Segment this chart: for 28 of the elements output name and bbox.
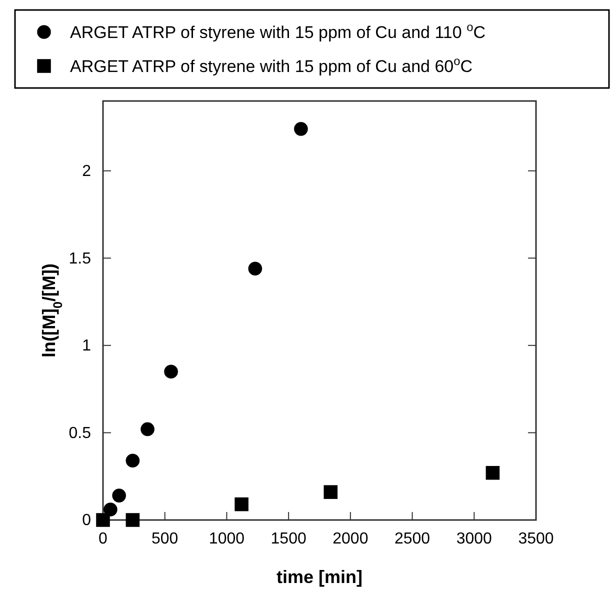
x-tick-label: 1000 <box>208 530 245 548</box>
y-tick-label: 1 <box>82 338 92 355</box>
x-tick-label: 3000 <box>456 530 492 548</box>
point <box>126 454 140 468</box>
y-tick-label: 1.5 <box>68 250 92 268</box>
x-tick-label: 1500 <box>270 530 306 548</box>
point <box>112 488 126 502</box>
legend-label: ARGET ATRP of styrene with 15 ppm of Cu and 110 $^{o}$C <box>70 20 486 42</box>
point <box>140 422 154 436</box>
point <box>104 502 118 516</box>
y-tick-label: 0.5 <box>68 424 92 442</box>
x-tick-label: 3500 <box>518 530 554 548</box>
point <box>486 466 500 480</box>
point <box>96 513 110 527</box>
x-tick-label: 2000 <box>332 530 368 548</box>
point <box>164 364 178 378</box>
point <box>294 122 308 136</box>
legend-label: ARGET ATRP of styrene with 15 ppm of Cu and 60$^{o}$C <box>70 54 473 76</box>
y-tick-label: 2 <box>82 162 92 180</box>
x-axis-title: time [min] <box>276 567 363 587</box>
x-tick-label: 2500 <box>394 530 430 548</box>
y-tick-label: 0 <box>82 512 92 530</box>
point <box>234 497 248 512</box>
point <box>324 485 338 499</box>
point <box>248 262 262 276</box>
x-tick-label: 0 <box>98 530 108 548</box>
x-tick-label: 500 <box>152 530 178 548</box>
point <box>126 513 140 527</box>
